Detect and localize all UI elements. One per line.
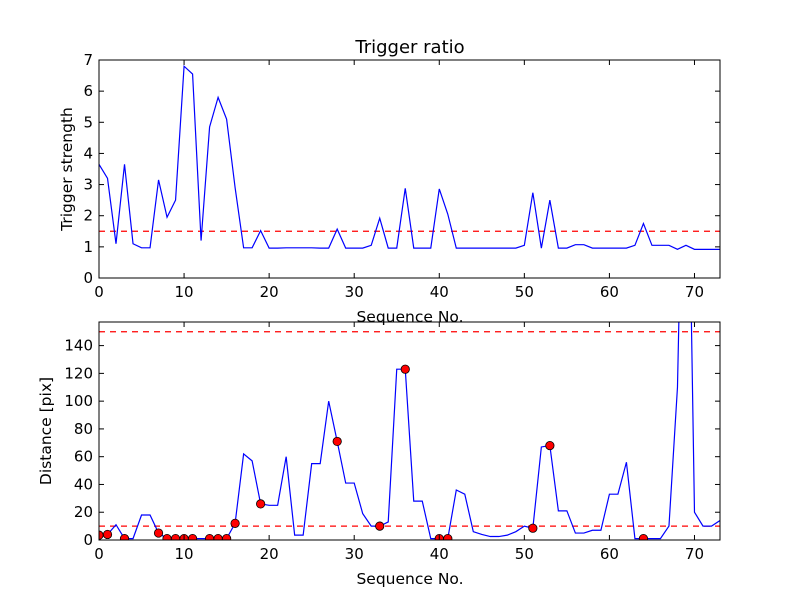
y-tick-label: 7	[83, 51, 93, 69]
y-axis-label: Trigger strength	[58, 107, 76, 232]
data-point-marker	[256, 499, 266, 509]
data-point-marker	[400, 364, 410, 374]
data-point-marker	[119, 534, 130, 540]
data-point-marker	[153, 528, 164, 538]
x-tick-label: 40	[430, 283, 449, 301]
y-tick-label: 6	[83, 82, 93, 100]
y-tick-label: 20	[74, 503, 93, 521]
x-tick-label: 30	[345, 545, 364, 563]
y-tick-label: 5	[83, 113, 93, 131]
data-point-marker	[375, 521, 385, 531]
y-tick-label: 1	[83, 238, 93, 256]
x-tick-label: 0	[94, 283, 104, 301]
y-axis-label: Distance [pix]	[37, 377, 55, 485]
data-point-marker	[638, 534, 649, 540]
y-tick-label: 100	[64, 392, 93, 410]
y-tick-label: 40	[74, 475, 93, 493]
data-point-marker	[102, 529, 113, 540]
x-tick-label: 50	[515, 283, 534, 301]
trigger-ratio-chart: Trigger ratio 0 10 20 30 40 50 60 70 0 1 2 3 4 5 6 7 Se…	[58, 37, 721, 326]
y-tick-label: 2	[83, 207, 93, 225]
distance-chart: 0 10 20 30 40 50 60 70 0 20 40 60 80 100 120 140 Sequen…	[37, 321, 721, 588]
y-tick-label: 120	[64, 364, 93, 382]
x-tick-label: 60	[600, 283, 619, 301]
x-tick-label: 0	[94, 545, 104, 563]
plot-frame	[98, 321, 721, 541]
data-point-marker	[443, 534, 453, 540]
y-tick-label: 0	[83, 269, 93, 287]
x-tick-label: 60	[600, 545, 619, 563]
data-point-marker	[332, 436, 342, 447]
x-tick-label: 10	[175, 545, 194, 563]
y-tick-label: 140	[64, 337, 93, 355]
x-tick-label: 70	[685, 545, 704, 563]
x-axis-label: Sequence No.	[356, 308, 463, 326]
x-tick-label: 10	[175, 283, 194, 301]
x-axis-label: Sequence No.	[356, 570, 463, 588]
data-point-marker	[222, 534, 232, 540]
x-tick-label: 70	[685, 283, 704, 301]
x-tick-label: 50	[515, 545, 534, 563]
x-tick-label: 20	[260, 545, 279, 563]
x-tick-label: 30	[345, 283, 364, 301]
chart-title: Trigger ratio	[354, 37, 464, 58]
x-tick-label: 20	[260, 283, 279, 301]
series-line	[99, 64, 720, 251]
series-line	[99, 322, 720, 540]
data-point-marker	[230, 518, 240, 528]
y-tick-label: 0	[83, 531, 93, 549]
y-tick-label: 60	[74, 448, 93, 466]
y-tick-label: 80	[74, 420, 93, 438]
data-point-marker	[545, 440, 555, 451]
data-point-marker	[187, 534, 198, 540]
x-tick-label: 40	[430, 545, 449, 563]
plot-frame	[98, 59, 721, 279]
data-point-marker	[528, 523, 538, 533]
y-tick-label: 4	[83, 144, 93, 162]
y-tick-label: 3	[83, 176, 93, 194]
